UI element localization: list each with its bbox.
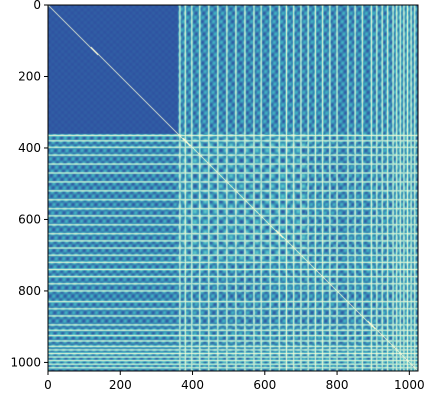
y-tick-label: 1000 (10, 355, 41, 369)
x-tick-label: 400 (181, 378, 204, 392)
x-tick-label: 800 (326, 378, 349, 392)
y-tick-label: 200 (18, 69, 41, 83)
y-tick-label: 400 (18, 141, 41, 155)
heatmap-cells (48, 5, 418, 371)
x-tick-label: 0 (44, 378, 52, 392)
plot-frame (47, 4, 419, 372)
y-tick-label: 800 (18, 284, 41, 298)
x-tick-label: 200 (109, 378, 132, 392)
x-tick-label: 1000 (394, 378, 425, 392)
y-tick-label: 0 (33, 0, 41, 12)
y-tick-label: 600 (18, 212, 41, 226)
heatmap-plot-area (48, 5, 418, 371)
x-tick-label: 600 (253, 378, 276, 392)
